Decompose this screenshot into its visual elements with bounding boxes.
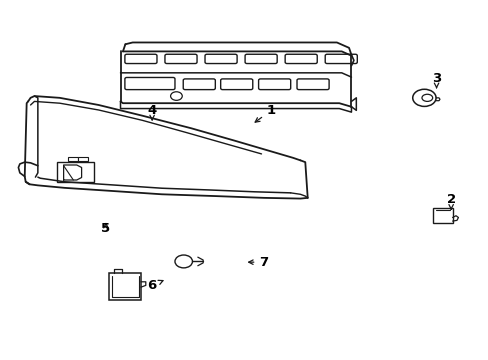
FancyBboxPatch shape [68,157,78,161]
Ellipse shape [421,94,432,102]
FancyBboxPatch shape [244,54,277,64]
Text: 3: 3 [431,72,440,88]
FancyBboxPatch shape [204,54,237,64]
FancyBboxPatch shape [296,79,328,90]
FancyBboxPatch shape [325,54,357,64]
FancyBboxPatch shape [285,54,317,64]
FancyBboxPatch shape [220,79,252,90]
FancyBboxPatch shape [258,79,290,90]
FancyBboxPatch shape [183,79,215,90]
Text: 1: 1 [255,104,275,122]
Text: 5: 5 [101,222,110,235]
Bar [109,273,141,300]
Text: 6: 6 [147,279,163,292]
Text: 2: 2 [446,193,455,209]
Circle shape [175,255,192,268]
Text: 7: 7 [248,256,268,269]
FancyBboxPatch shape [124,77,175,90]
Text: 4: 4 [147,104,157,120]
FancyBboxPatch shape [57,162,94,182]
FancyBboxPatch shape [164,54,197,64]
Circle shape [412,89,435,107]
FancyBboxPatch shape [78,157,88,161]
FancyBboxPatch shape [124,54,157,64]
Circle shape [170,92,182,100]
Bar [432,208,452,223]
